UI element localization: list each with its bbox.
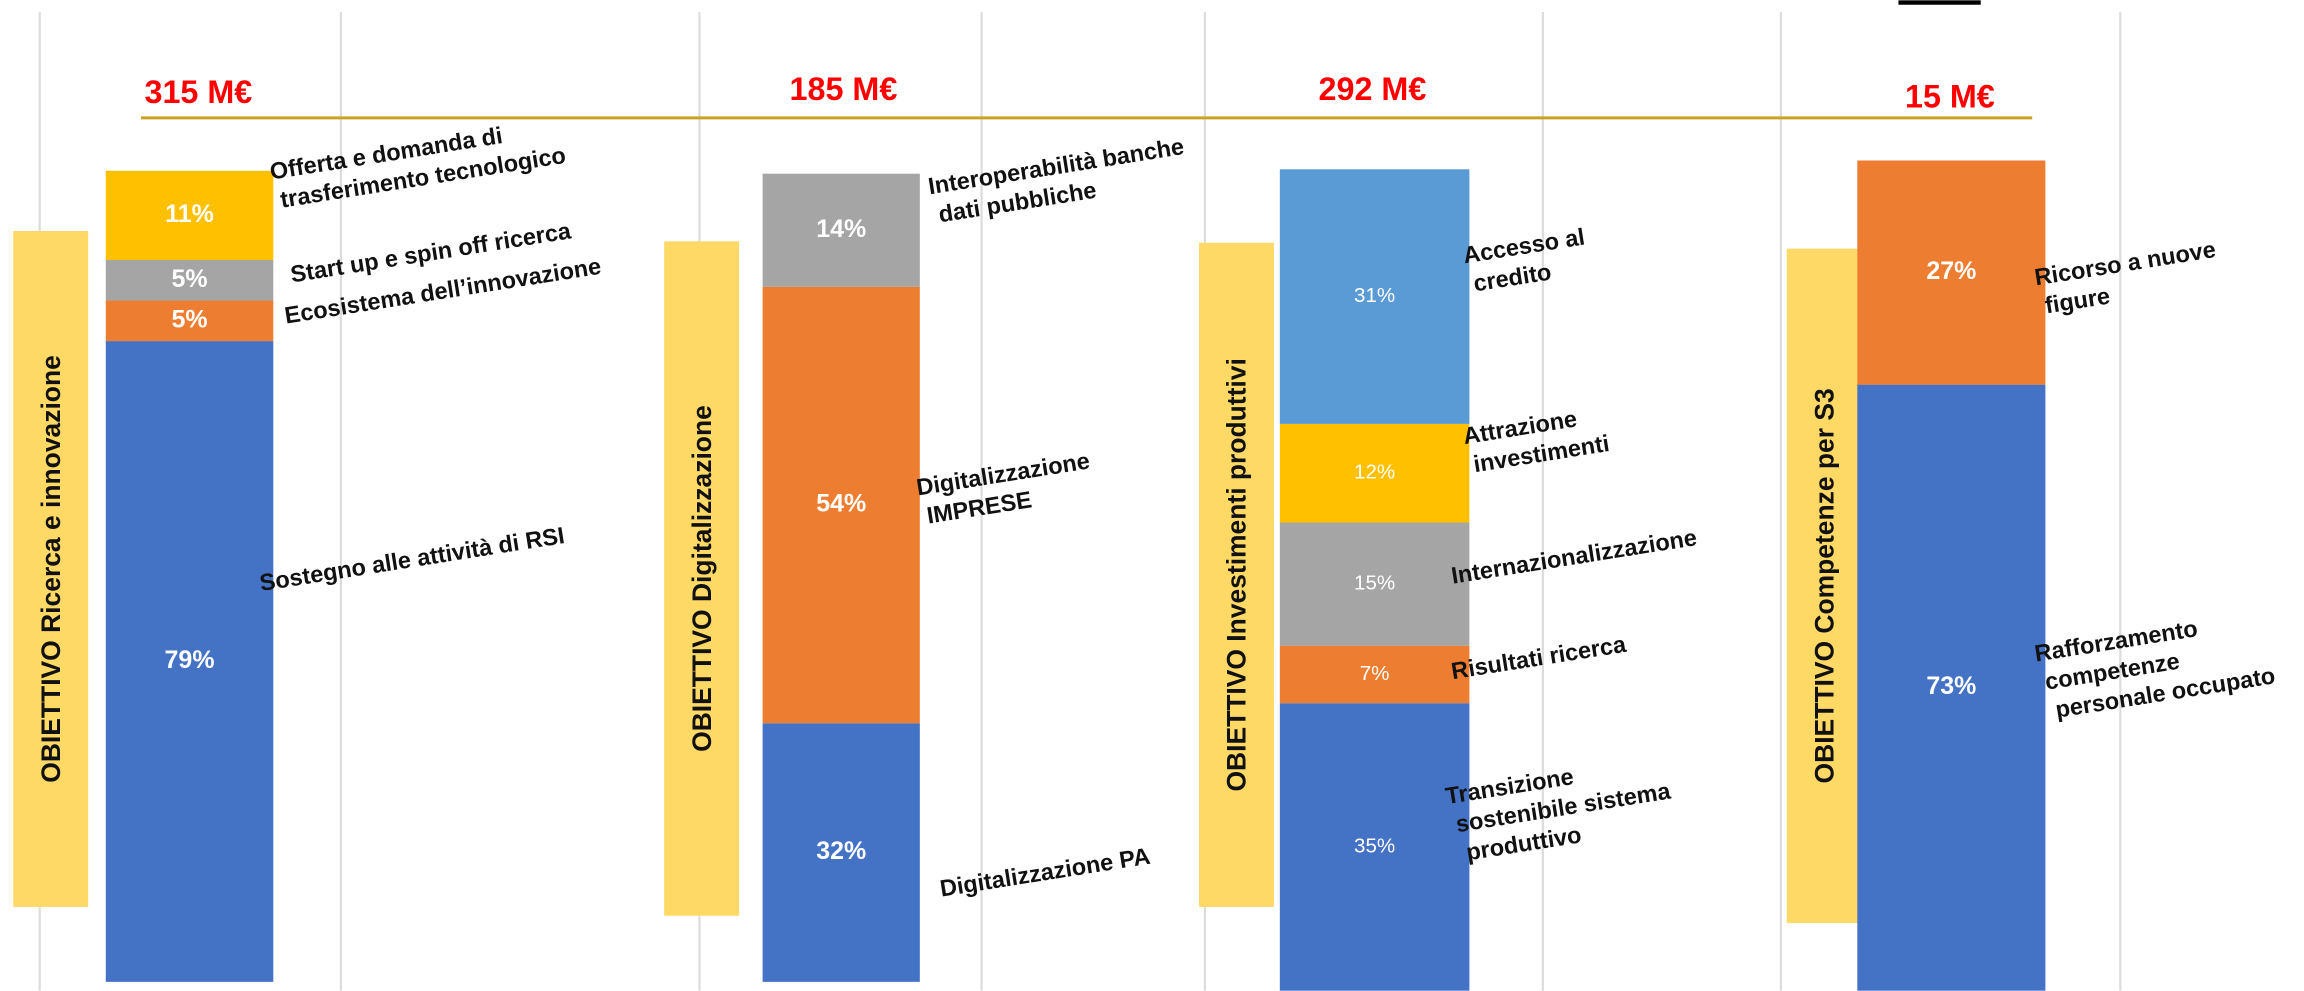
segment-label: Offerta e domanda ditrasferimento tecnol…	[268, 113, 567, 214]
value-label: 32%	[816, 837, 866, 865]
objective-label: OBIETTIVO Competenze per S3	[1809, 388, 1839, 783]
value-label: 12%	[1354, 461, 1395, 484]
bar-segment	[105, 170, 274, 260]
objective-panel	[664, 241, 740, 916]
segment-label: Ricorso a nuovefigure	[2033, 236, 2222, 319]
segment-label: Interoperabilità banchedati pubbliche	[926, 133, 1190, 228]
objective-panel	[1199, 242, 1274, 907]
segment-label-line: Risultati ricerca	[1449, 631, 1628, 684]
value-label: 79%	[165, 646, 215, 674]
value-label: 15%	[1354, 572, 1395, 595]
segment-label: Digitalizzazione PA	[938, 843, 1152, 902]
segment-label: Rafforzamentocompetenzepersonale occupat…	[2033, 604, 2277, 724]
value-label: 31%	[1354, 284, 1395, 307]
bar-segment	[1279, 703, 1470, 991]
bar-segment	[1279, 645, 1470, 704]
bar-segment	[762, 173, 920, 287]
segment-label: Internazionalizzazione	[1449, 524, 1698, 588]
objective-label: OBIETTIVO Investimenti produttivi	[1222, 358, 1252, 791]
bar-segment	[105, 341, 274, 982]
bar-segment	[762, 723, 920, 982]
segment-label-line: Internazionalizzazione	[1449, 524, 1698, 588]
segment-label: Accesso alcredito	[1461, 224, 1591, 298]
objective-panel	[1786, 248, 1862, 924]
segment-label: Transizionesostenibile sistemaproduttivo	[1444, 749, 1678, 868]
chart-title: 15 M€	[1905, 78, 1995, 114]
bar-segment	[105, 300, 274, 342]
value-label: 5%	[172, 305, 208, 333]
objective-label: OBIETTIVO Digitalizzazione	[687, 405, 717, 752]
bar-segment	[1279, 169, 1470, 424]
value-label: 54%	[816, 490, 866, 518]
bar-segment	[762, 286, 920, 724]
bar-segment	[1279, 423, 1470, 523]
segment-label: Sostegno alle attività di RSI	[258, 522, 566, 596]
chart-title: 315 M€	[144, 74, 252, 110]
segment-label: Attrazioneinvestimenti	[1461, 401, 1611, 478]
value-label: 73%	[1926, 672, 1976, 700]
segment-label: DigitalizzazioneIMPRESE	[915, 448, 1096, 530]
chart-title: 292 M€	[1319, 71, 1427, 107]
objective-label: OBIETTIVO Ricerca e innovazione	[36, 355, 66, 783]
value-label: 35%	[1354, 834, 1395, 857]
segment-label-line: figure	[2043, 283, 2112, 319]
corner-mark	[1898, 0, 1981, 5]
bar-segment	[1857, 384, 2046, 991]
segment-label-line: Ricorso a nuove	[2033, 236, 2218, 290]
value-label: 5%	[172, 265, 208, 293]
value-label: 7%	[1360, 662, 1390, 685]
value-label: 27%	[1926, 257, 1976, 285]
bar-segment	[105, 259, 274, 301]
chart-title: 185 M€	[790, 71, 898, 107]
bar-segment	[1279, 522, 1470, 646]
objective-panel	[13, 231, 89, 907]
segment-label-line: Digitalizzazione PA	[938, 843, 1152, 902]
value-label: 14%	[816, 215, 866, 243]
segment-label-line: Sostegno alle attività di RSI	[258, 522, 566, 596]
segment-label: Risultati ricerca	[1449, 631, 1628, 684]
bar-segment	[1857, 160, 2046, 385]
value-label: 11%	[165, 200, 214, 228]
